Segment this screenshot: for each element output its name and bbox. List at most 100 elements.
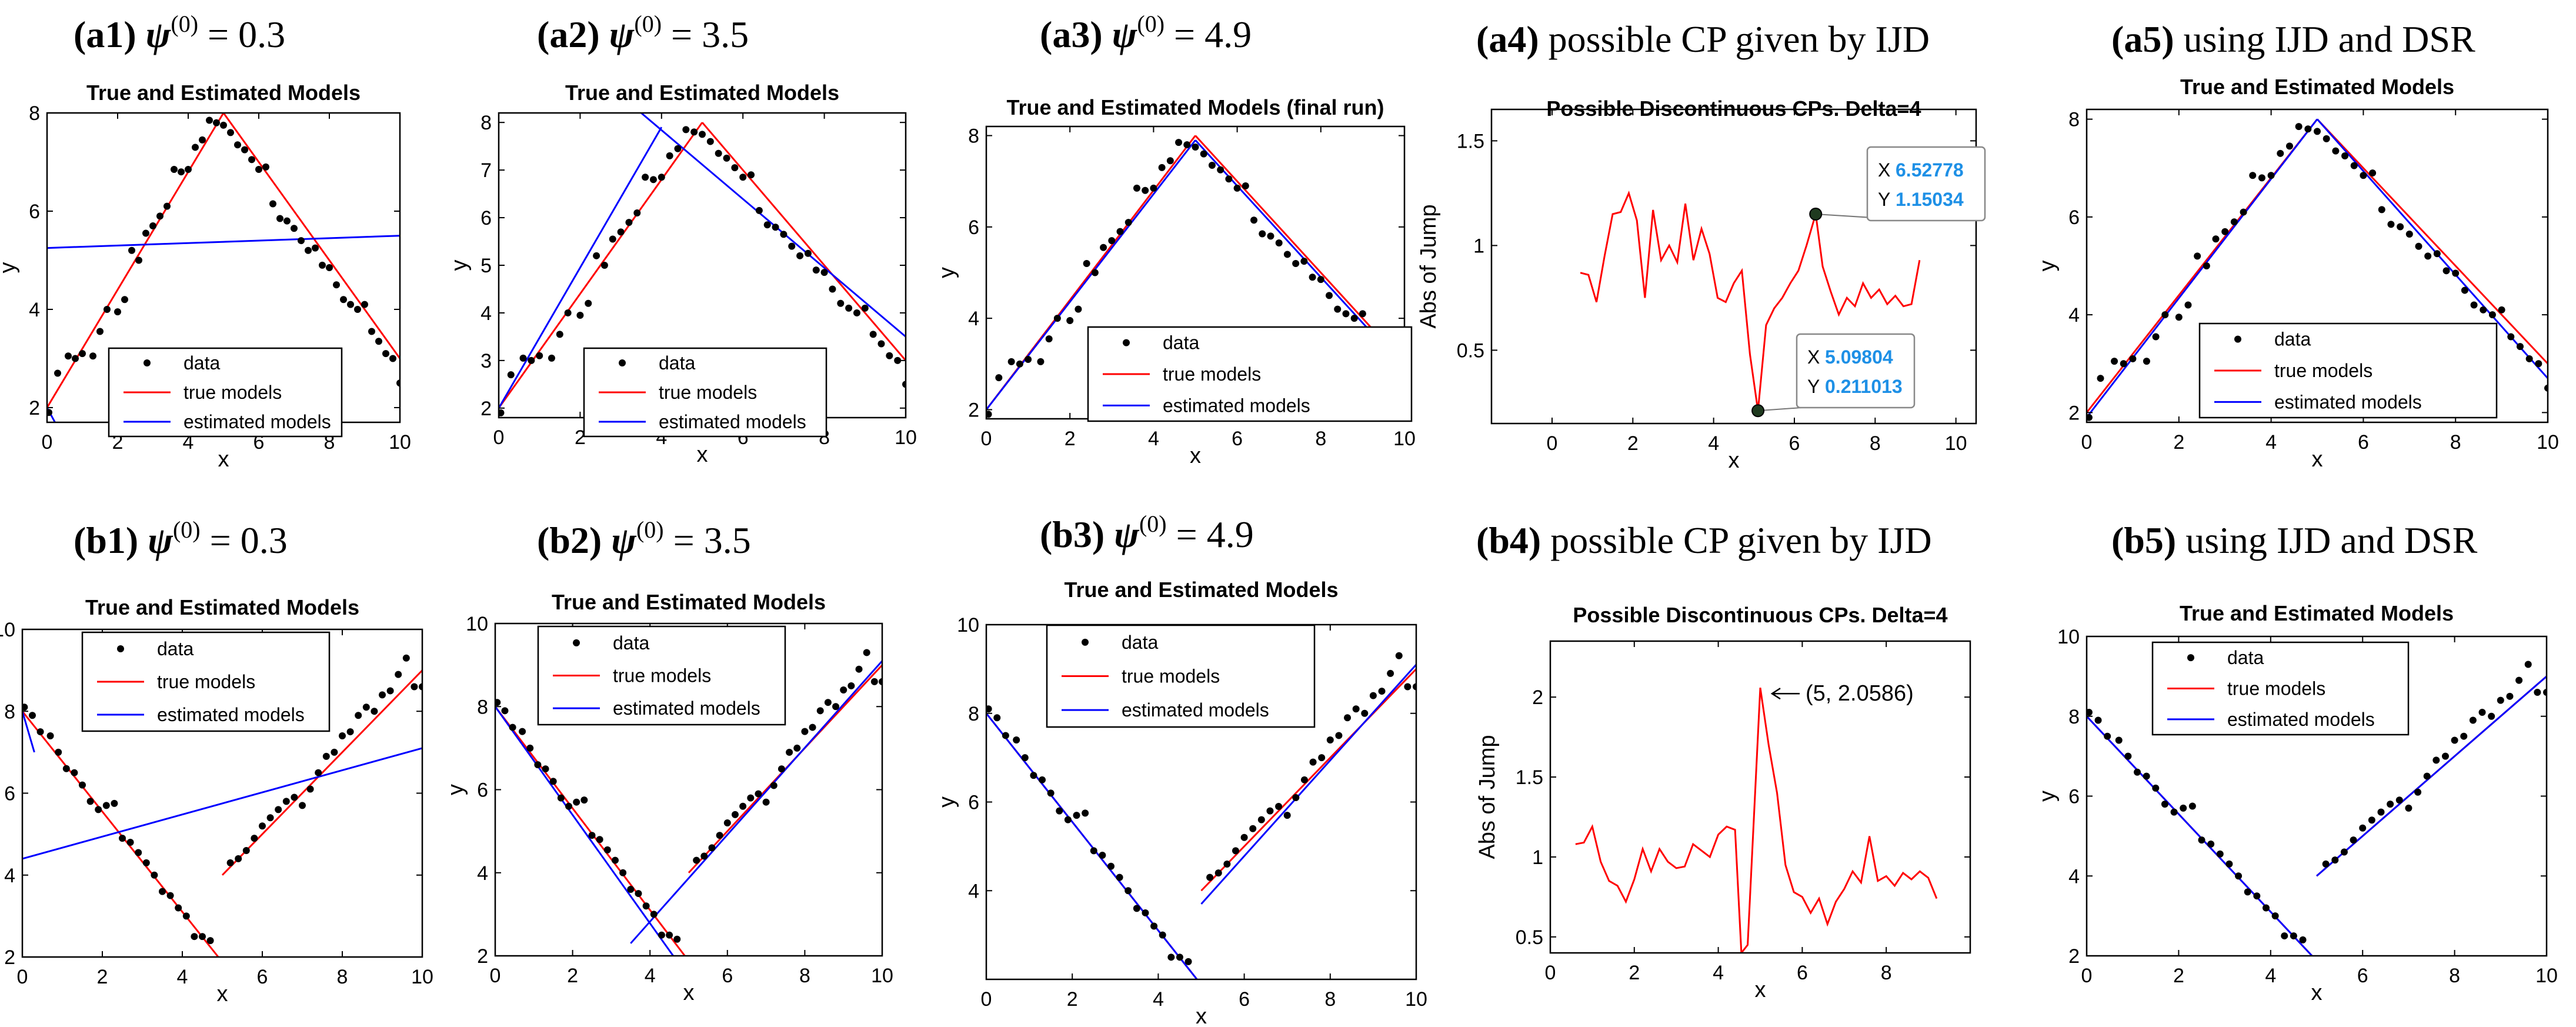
data-point [220, 121, 227, 129]
x-tick-label: 10 [1945, 432, 1967, 455]
plot-area [47, 113, 400, 422]
data-point [1335, 732, 1343, 739]
data-point [1007, 358, 1015, 365]
data-point [1056, 807, 1063, 815]
data-point [395, 671, 402, 678]
data-point [1223, 861, 1231, 868]
data-point [2506, 692, 2514, 700]
legend: data true models estimated models [81, 631, 331, 732]
y-tick-label: 6 [29, 201, 40, 223]
psi-value: = 0.3 [201, 519, 288, 561]
data-point [499, 409, 505, 416]
data-point [1387, 669, 1394, 677]
data-point [870, 678, 878, 685]
data-point [986, 705, 992, 713]
data-point [1192, 143, 1199, 151]
annotation-arrowhead [1770, 688, 1781, 700]
panel-heading-b3: (b3) ψ(0) = 4.9 [1040, 511, 1254, 555]
y-tick-label: 1 [1473, 235, 1484, 257]
y-axis-label: y [935, 796, 959, 808]
panel-heading-a5: (a5) using IJD and DSR [2111, 18, 2475, 60]
data-point [1292, 259, 1300, 267]
data-point [371, 708, 378, 715]
panel-heading-b1: (b1) ψ(0) = 0.3 [74, 516, 288, 561]
x-tick-label: 4 [2265, 431, 2277, 454]
data-point [2543, 689, 2547, 696]
y-tick-label: 4 [477, 862, 488, 885]
panel-caption: possible CP given by IJD [1549, 18, 1930, 60]
data-point [182, 912, 190, 920]
data-point [1150, 184, 1157, 192]
data-point [2498, 306, 2505, 314]
datatip-y-value: 1.15034 [1896, 189, 1964, 210]
chart-title: True and Estimated Models [552, 590, 826, 614]
data-point [29, 712, 36, 719]
data-point [772, 224, 779, 231]
plot-area [986, 135, 1404, 418]
data-point [1039, 776, 1046, 783]
data-point [175, 904, 182, 912]
data-point [86, 798, 94, 805]
x-tick-label: 6 [257, 966, 268, 988]
data-point [2240, 208, 2247, 216]
data-point [22, 703, 28, 711]
y-tick-label: 6 [968, 792, 979, 814]
estimated-model-line [1200, 663, 1416, 905]
x-tick-label: 2 [1065, 428, 1076, 450]
data-point [2461, 286, 2468, 294]
panel-label: (b1) [74, 519, 148, 561]
data-point [1326, 292, 1333, 299]
x-tick-label: 10 [2535, 965, 2558, 987]
x-axis-label: x [1196, 1004, 1207, 1027]
data-point [565, 802, 573, 810]
data-point [234, 141, 241, 149]
axes-box [2086, 108, 2549, 424]
data-point [706, 138, 714, 145]
data-point [1108, 237, 1116, 245]
data-point [291, 793, 298, 801]
y-axis-label: y [2035, 261, 2060, 272]
y-tick-label: 4 [2068, 865, 2080, 888]
data-point [2432, 756, 2440, 764]
data-point [2277, 149, 2284, 157]
panel-heading-b5: (b5) using IJD and DSR [2111, 519, 2478, 561]
data-point [1167, 953, 1175, 961]
data-point [853, 309, 860, 316]
data-point [142, 229, 149, 237]
data-point [119, 835, 126, 842]
data-point [171, 166, 178, 174]
y-tick-label: 6 [4, 783, 15, 805]
data-point [2534, 689, 2541, 696]
data-point [617, 228, 625, 236]
data-point [2525, 355, 2533, 362]
data-point [1350, 315, 1358, 322]
data-point [235, 855, 242, 862]
legend: data true models estimated models [108, 347, 343, 438]
panel-title: (b4) possible CP given by IJD [1476, 519, 1932, 561]
data-point [2397, 223, 2404, 231]
data-point [2405, 804, 2413, 812]
data-point [682, 126, 690, 134]
true-model-line [701, 122, 906, 361]
data-point [507, 371, 515, 379]
data-point [755, 206, 763, 214]
legend-label-est: estimated models [157, 704, 305, 725]
data-point [2267, 172, 2275, 179]
data-point [2230, 218, 2238, 226]
psi-value: = 4.9 [1164, 14, 1252, 55]
data-point [1318, 754, 1326, 762]
data-point [2203, 262, 2210, 269]
data-point [326, 264, 333, 271]
panel-title: (b5) using IJD and DSR [2111, 519, 2478, 561]
x-tick-label: 2 [1627, 432, 1639, 455]
panel-title: (a1) ψ(0) = 0.3 [74, 11, 285, 55]
data-point [2161, 311, 2169, 319]
data-point [1259, 230, 1266, 238]
y-tick-label: 8 [29, 102, 40, 125]
y-tick-label: 8 [477, 696, 488, 718]
data-point [1378, 688, 1386, 695]
y-tick-label: 2 [481, 398, 492, 420]
chart-b3: 0 2 4 6 8 10 4 6 8 10 x y True and Estimated Models d… [935, 578, 1427, 1027]
datatip-marker [1751, 404, 1765, 418]
